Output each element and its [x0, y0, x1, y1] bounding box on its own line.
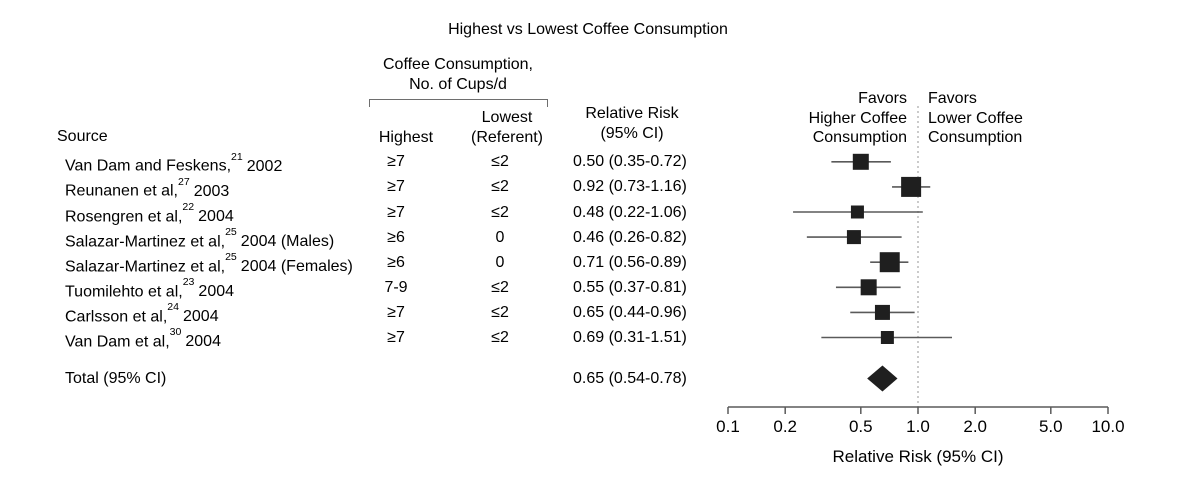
study-label: Salazar-Martinez et al,252004 (Males) [65, 225, 335, 250]
highest-cups-value: ≥6 [387, 253, 405, 271]
study-label: Van Dam et al,302004 [65, 326, 221, 351]
relative-risk-value: 0.46 (0.26-0.82) [573, 228, 687, 246]
study-label: Van Dam and Feskens,212002 [65, 150, 283, 175]
column-header-source: Source [57, 128, 108, 145]
lowest-cups-value: ≤2 [491, 153, 509, 171]
chart-title: Highest vs Lowest Coffee Consumption [448, 21, 728, 38]
point-estimate-square [852, 153, 869, 170]
lowest-cups-value: ≤2 [491, 303, 509, 321]
lowest-cups-value: ≤2 [491, 178, 509, 196]
highest-cups-value: ≥7 [387, 178, 405, 196]
relative-risk-value: 0.69 (0.31-1.51) [573, 329, 687, 346]
reference-superscript: 24 [167, 301, 179, 314]
point-estimate-square [860, 279, 877, 296]
coffee-consumption-group-header: Coffee Consumption, No. of Cups/d [382, 56, 533, 93]
x-tick-label: 1.0 [906, 417, 930, 436]
column-header-relative-risk: Relative Risk (95% CI) [585, 105, 679, 142]
reference-superscript: 21 [231, 150, 243, 163]
point-estimate-square [901, 176, 922, 197]
study-label: Salazar-Martinez et al,252004 (Females) [65, 250, 353, 276]
highest-cups-value: 7-9 [384, 278, 408, 296]
total-relative-risk-value: 0.65 (0.54-0.78) [573, 370, 687, 387]
x-tick-label: 5.0 [1039, 417, 1063, 436]
study-label: Reunanen et al,272003 [65, 175, 230, 200]
highest-cups-value: ≥7 [387, 153, 405, 171]
x-tick-label: 0.5 [849, 417, 873, 436]
point-estimate-square [850, 205, 864, 219]
highest-cups-value: ≥7 [387, 203, 405, 221]
relative-risk-value: 0.92 (0.73-1.16) [573, 178, 687, 196]
reference-superscript: 27 [177, 175, 190, 188]
table-row: Tuomilehto et al,232004 7-9 ≤2 0.55 (0.3… [0, 275, 770, 300]
relative-risk-value: 0.71 (0.56-0.89) [573, 253, 687, 271]
lowest-cups-value: 0 [495, 228, 505, 246]
column-header-highest: Highest [378, 129, 434, 146]
point-estimate-square [880, 331, 894, 344]
relative-risk-value: 0.65 (0.44-0.96) [573, 303, 687, 321]
reference-superscript: 23 [182, 276, 195, 289]
study-label: Carlsson et al,242004 [65, 301, 219, 326]
relative-risk-value: 0.48 (0.22-1.06) [573, 203, 687, 221]
summary-diamond [867, 365, 898, 392]
favors-higher-coffee-label: Favors Higher Coffee Consumption [808, 90, 907, 146]
table-row: Carlsson et al,242004 ≥7 ≤2 0.65 (0.44-0… [0, 300, 770, 325]
column-header-lowest-referent: Lowest (Referent) [470, 109, 544, 146]
x-tick-label: 10.0 [1091, 417, 1124, 436]
table-row: Salazar-Martinez et al,252004 (Females) … [0, 250, 770, 275]
study-label: Rosengren et al,222004 [65, 200, 234, 225]
point-estimate-square [846, 230, 861, 245]
table-row: Rosengren et al,222004 ≥7 ≤2 0.48 (0.22-… [0, 200, 770, 225]
reference-superscript: 25 [225, 225, 237, 238]
reference-superscript: 22 [182, 200, 195, 213]
lowest-cups-value: ≤2 [491, 278, 509, 296]
reference-superscript: 30 [169, 326, 182, 339]
favors-lower-coffee-label: Favors Lower Coffee Consumption [928, 90, 1023, 146]
lowest-cups-value: ≤2 [491, 329, 509, 346]
total-label: Total (95% CI) [65, 370, 167, 387]
table-row: Van Dam and Feskens,212002 ≥7 ≤2 0.50 (0… [0, 149, 770, 175]
x-axis-label: Relative Risk (95% CI) [833, 447, 1004, 466]
lowest-cups-value: ≤2 [491, 203, 509, 221]
table-row: Reunanen et al,272003 ≥7 ≤2 0.92 (0.73-1… [0, 174, 770, 200]
reference-superscript: 25 [225, 250, 237, 263]
lowest-cups-value: 0 [495, 253, 505, 271]
relative-risk-value: 0.50 (0.35-0.72) [573, 153, 687, 171]
highest-cups-value: ≥6 [387, 228, 405, 246]
total-row: Total (95% CI) 0.65 (0.54-0.78) [0, 366, 770, 391]
highest-cups-value: ≥7 [387, 329, 405, 346]
table-row: Salazar-Martinez et al,252004 (Males) ≥6… [0, 225, 770, 250]
relative-risk-value: 0.55 (0.37-0.81) [573, 278, 687, 296]
x-tick-label: 0.2 [773, 417, 797, 436]
point-estimate-square [874, 304, 890, 320]
study-label: Tuomilehto et al,232004 [65, 276, 235, 301]
point-estimate-square [879, 252, 900, 273]
x-tick-label: 2.0 [963, 417, 987, 436]
x-tick-label: 0.1 [716, 417, 740, 436]
table-row: Van Dam et al,302004 ≥7 ≤2 0.69 (0.31-1.… [0, 325, 770, 350]
column-group-bracket [369, 99, 548, 107]
highest-cups-value: ≥7 [387, 303, 405, 321]
